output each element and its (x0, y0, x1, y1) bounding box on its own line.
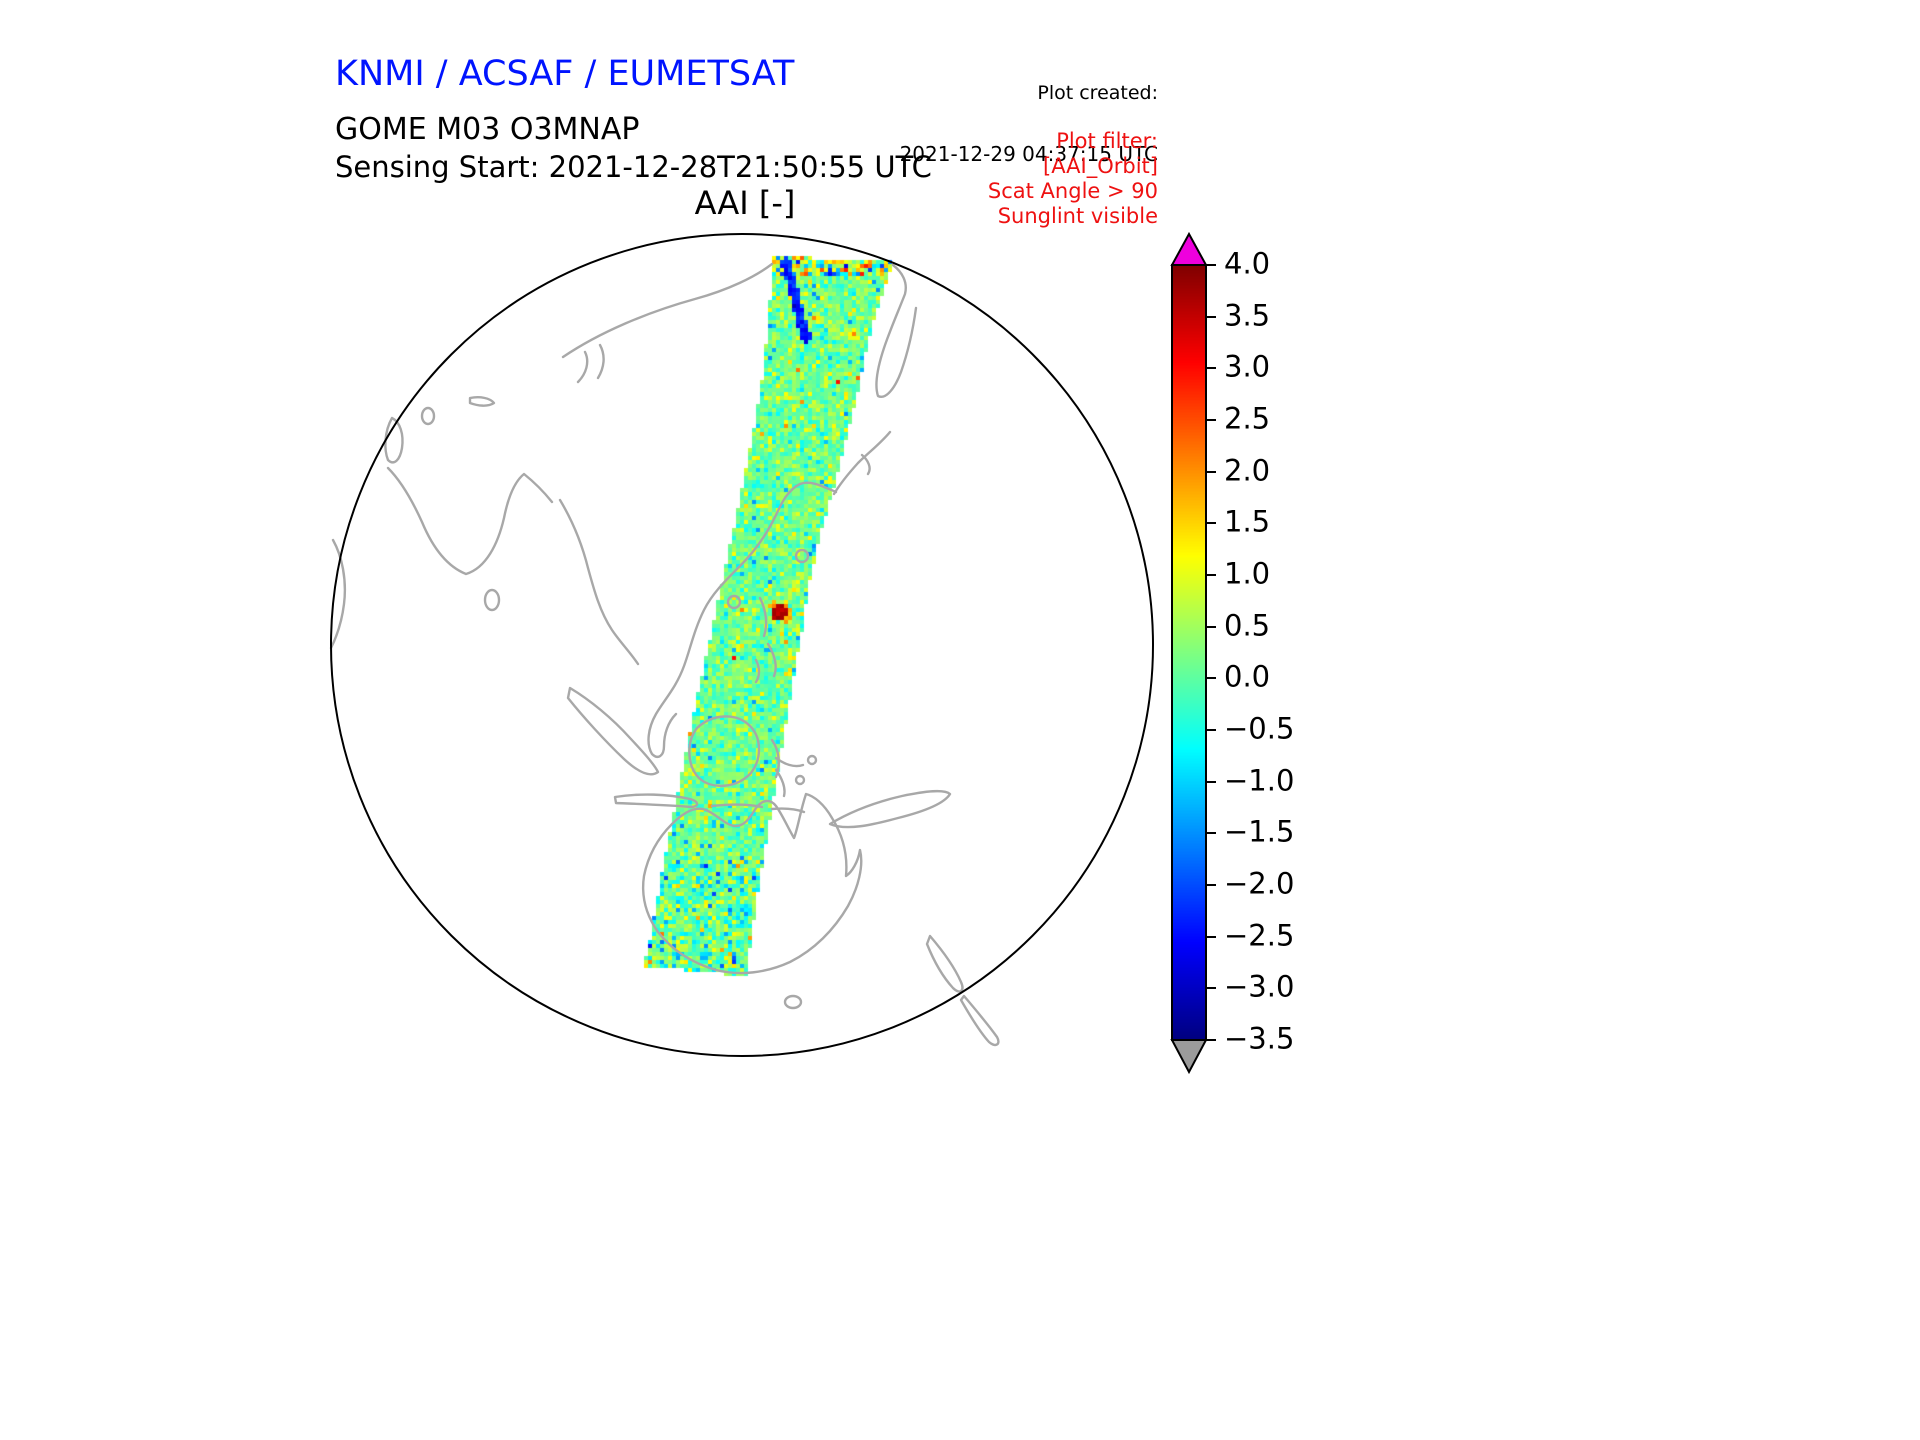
colorbar-tick-label: 1.5 (1224, 504, 1271, 539)
colorbar-tick-mark (1206, 832, 1216, 835)
colorbar-tick-mark (1206, 935, 1216, 938)
colorbar-tick-mark (1206, 1039, 1216, 1041)
coastline-borneo (688, 715, 761, 787)
coastline-bay-of-bengal (558, 498, 640, 666)
colorbar-tick-mark (1206, 729, 1216, 731)
colorbar-tick-mark (1206, 522, 1216, 525)
coastline-molucca-2 (806, 754, 818, 766)
colorbar-tick-mark (1206, 677, 1216, 680)
plot-created-block: Plot created: 2021-12-29 04:37:15 UTC (890, 44, 1158, 185)
plot-filter-line: Sunglint visible (997, 204, 1158, 228)
coastline-philippines (754, 596, 777, 684)
colorbar-tick-label: 2.0 (1224, 453, 1271, 488)
plot-filter-line: Plot filter: (1056, 129, 1158, 153)
coastline-taiwan (794, 548, 810, 564)
colorbar-tick-label: 2.5 (1224, 401, 1271, 436)
colorbar-tick-mark (1206, 884, 1216, 886)
colorbar-tick-mark (1206, 367, 1216, 370)
colorbar-tick-label: −3.5 (1224, 1021, 1295, 1056)
product-title: GOME M03 O3MNAP (335, 112, 640, 147)
colorbar-frame (1170, 231, 1208, 1075)
coastline-ob-gulf (576, 343, 605, 384)
colorbar-tick-label: 3.0 (1224, 349, 1271, 384)
coastline-east-asia (647, 481, 838, 758)
colorbar-tick-label: 0.0 (1224, 659, 1271, 694)
plot-filter-block: Plot filter: [AAI_Orbit] Scat Angle > 90 Su… (890, 129, 1158, 229)
colorbar-tick-label: −2.0 (1224, 866, 1295, 901)
coastline-molucca-1 (794, 774, 806, 786)
map-title: AAI [-] (694, 184, 796, 222)
plot-filter-line: Scat Angle > 90 (987, 179, 1158, 203)
colorbar-tick-label: −1.0 (1224, 763, 1295, 798)
colorbar-gradient (1172, 265, 1206, 1040)
coastline-japan (832, 430, 892, 496)
colorbar-tick-label: 1.0 (1224, 556, 1271, 591)
colorbar-tick-label: −0.5 (1224, 711, 1295, 746)
colorbar-tick-label: −3.0 (1224, 969, 1295, 1004)
coastline-java (613, 793, 699, 809)
coastline-balkhash (468, 396, 496, 407)
coastline-sumatra (566, 686, 660, 776)
colorbar-tick-mark (1206, 780, 1216, 783)
colorbar-under-triangle (1170, 1039, 1208, 1075)
colorbar-tick-mark (1206, 470, 1216, 473)
colorbar-tick-mark (1206, 987, 1216, 990)
coastline-sri-lanka (483, 588, 501, 612)
coastline-aral (420, 406, 436, 426)
colorbar-over-triangle (1170, 231, 1208, 266)
coastline-new-zealand (925, 934, 1000, 1047)
page-title: KNMI / ACSAF / EUMETSAT (335, 54, 795, 94)
colorbar-tick-label: −2.5 (1224, 918, 1295, 953)
colorbar-tick-mark (1206, 264, 1216, 266)
coastline-new-guinea (828, 789, 952, 829)
colorbar-tick-mark (1206, 315, 1216, 318)
coastline-hainan (726, 594, 742, 610)
colorbar-border (1171, 264, 1207, 1041)
colorbar-tick-label: 3.5 (1224, 298, 1271, 333)
colorbar-tick-label: 4.0 (1224, 246, 1271, 281)
plot-filter-line: [AAI_Orbit] (1043, 154, 1158, 178)
coastline-india (386, 466, 554, 576)
coastline-tasmania (783, 994, 803, 1010)
colorbar-tick-label: 0.5 (1224, 608, 1271, 643)
coastline-sulawesi (770, 738, 805, 798)
colorbar-tick-label: −1.5 (1224, 814, 1295, 849)
sensing-start: Sensing Start: 2021-12-28T21:50:55 UTC (335, 150, 932, 184)
plot-created-label: Plot created: (1037, 82, 1158, 104)
colorbar-tick-mark (1206, 574, 1216, 576)
colorbar-tick-mark (1206, 625, 1216, 628)
coastline-chukotka-kamchatka (875, 263, 918, 398)
globe-outline (330, 233, 1154, 1057)
coastline-siberia-arctic (561, 262, 774, 359)
plot-created-datetime: 2021-12-29 04:37:15 UTC (899, 142, 1158, 166)
colorbar-tick-mark (1206, 419, 1216, 421)
coastline-arabia-edge (329, 538, 347, 650)
coastline-australia (642, 792, 863, 975)
coastlines (329, 262, 1000, 1047)
